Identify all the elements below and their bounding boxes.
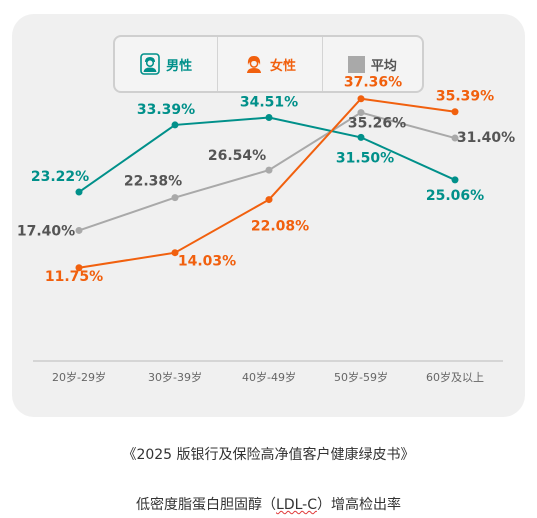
average-data-label: 22.38% (124, 174, 182, 190)
x-tick-label: 30岁-39岁 (148, 370, 202, 384)
male-data-label: 34.51% (240, 95, 298, 111)
data-labels: 17.40% 22.38% 26.54% 35.26% 31.40% 23.22% 33.3… (17, 75, 515, 285)
female-data-label: 22.08% (251, 219, 309, 235)
female-data-label: 37.36% (344, 75, 402, 91)
female-data-point (451, 108, 459, 116)
average-data-point (451, 134, 459, 142)
average-data-point (75, 226, 83, 234)
female-person-icon (246, 56, 261, 73)
x-tick-label: 50岁-59岁 (334, 370, 388, 384)
series-lines (75, 95, 459, 272)
x-tick-label: 20岁-29岁 (52, 370, 106, 384)
subtitle-prefix: 低密度脂蛋白胆固醇（ (136, 497, 277, 513)
subtitle-code: LDL-C (276, 497, 317, 513)
legend: 男性 女性 平均 (113, 35, 424, 93)
female-data-label: 14.03% (178, 254, 236, 270)
female-data-point (357, 95, 365, 103)
average-swatch (347, 55, 365, 73)
average-data-label: 17.40% (17, 223, 75, 239)
male-data-point (451, 176, 459, 184)
female-data-label: 35.39% (436, 89, 494, 105)
female-data-point (265, 196, 273, 204)
source-caption: 《2025 版银行及保险高净值客户健康绿皮书》 (122, 447, 415, 463)
legend-item-average: 平均 (323, 37, 422, 91)
legend-label-average: 平均 (370, 58, 397, 74)
chart-subtitle: 低密度脂蛋白胆固醇（LDL-C）增高检出率 (0, 494, 537, 514)
male-data-label: 33.39% (137, 102, 195, 118)
male-data-point (171, 121, 179, 129)
male-data-label: 25.06% (426, 188, 484, 204)
female-data-label: 11.75% (45, 269, 103, 285)
x-tick-label: 40岁-49岁 (242, 370, 296, 384)
average-data-label: 35.26% (348, 116, 406, 132)
x-tick-labels: 20岁-29岁 30岁-39岁 40岁-49岁 50岁-59岁 60岁及以上 (52, 370, 484, 384)
male-person-icon (140, 53, 160, 75)
average-data-point (171, 194, 179, 202)
male-data-label: 23.22% (31, 169, 89, 185)
legend-label-male: 男性 (166, 58, 193, 74)
legend-item-male: 男性 (115, 37, 217, 91)
male-data-label: 31.50% (336, 150, 394, 166)
average-data-label: 26.54% (208, 148, 266, 164)
male-data-point (75, 188, 83, 196)
female-data-point (75, 264, 83, 272)
female-data-point (171, 249, 179, 257)
average-data-point (357, 109, 365, 117)
subtitle-suffix: ）增高检出率 (316, 497, 401, 513)
male-data-point (357, 133, 365, 141)
legend-item-female: 女性 (217, 37, 323, 91)
average-data-label: 31.40% (457, 130, 515, 146)
x-tick-label: 60岁及以上 (426, 370, 484, 384)
average-data-point (265, 166, 273, 174)
male-data-point (265, 114, 273, 122)
legend-label-female: 女性 (269, 58, 296, 74)
